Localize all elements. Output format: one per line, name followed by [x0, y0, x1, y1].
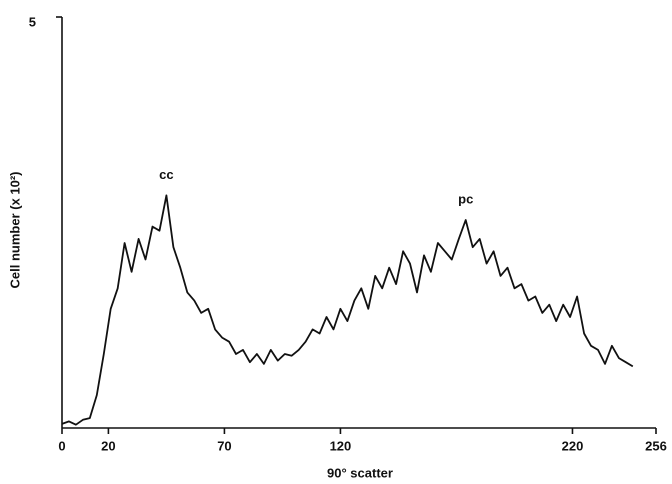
x-tick-label: 0: [58, 438, 65, 453]
annotation: pc: [458, 191, 473, 206]
x-tick-label: 120: [330, 438, 352, 453]
x-tick-label: 70: [217, 438, 231, 453]
x-tick-label: 256: [645, 438, 667, 453]
x-axis-label: 90° scatter: [327, 465, 393, 480]
data-line: [61, 194, 634, 426]
annotation: cc: [159, 167, 173, 182]
y-axis-label: Cell number (x 10²): [7, 171, 22, 288]
y-tick-label: 5: [29, 14, 36, 29]
x-tick-label: 20: [101, 438, 115, 453]
x-tick-label: 220: [562, 438, 584, 453]
